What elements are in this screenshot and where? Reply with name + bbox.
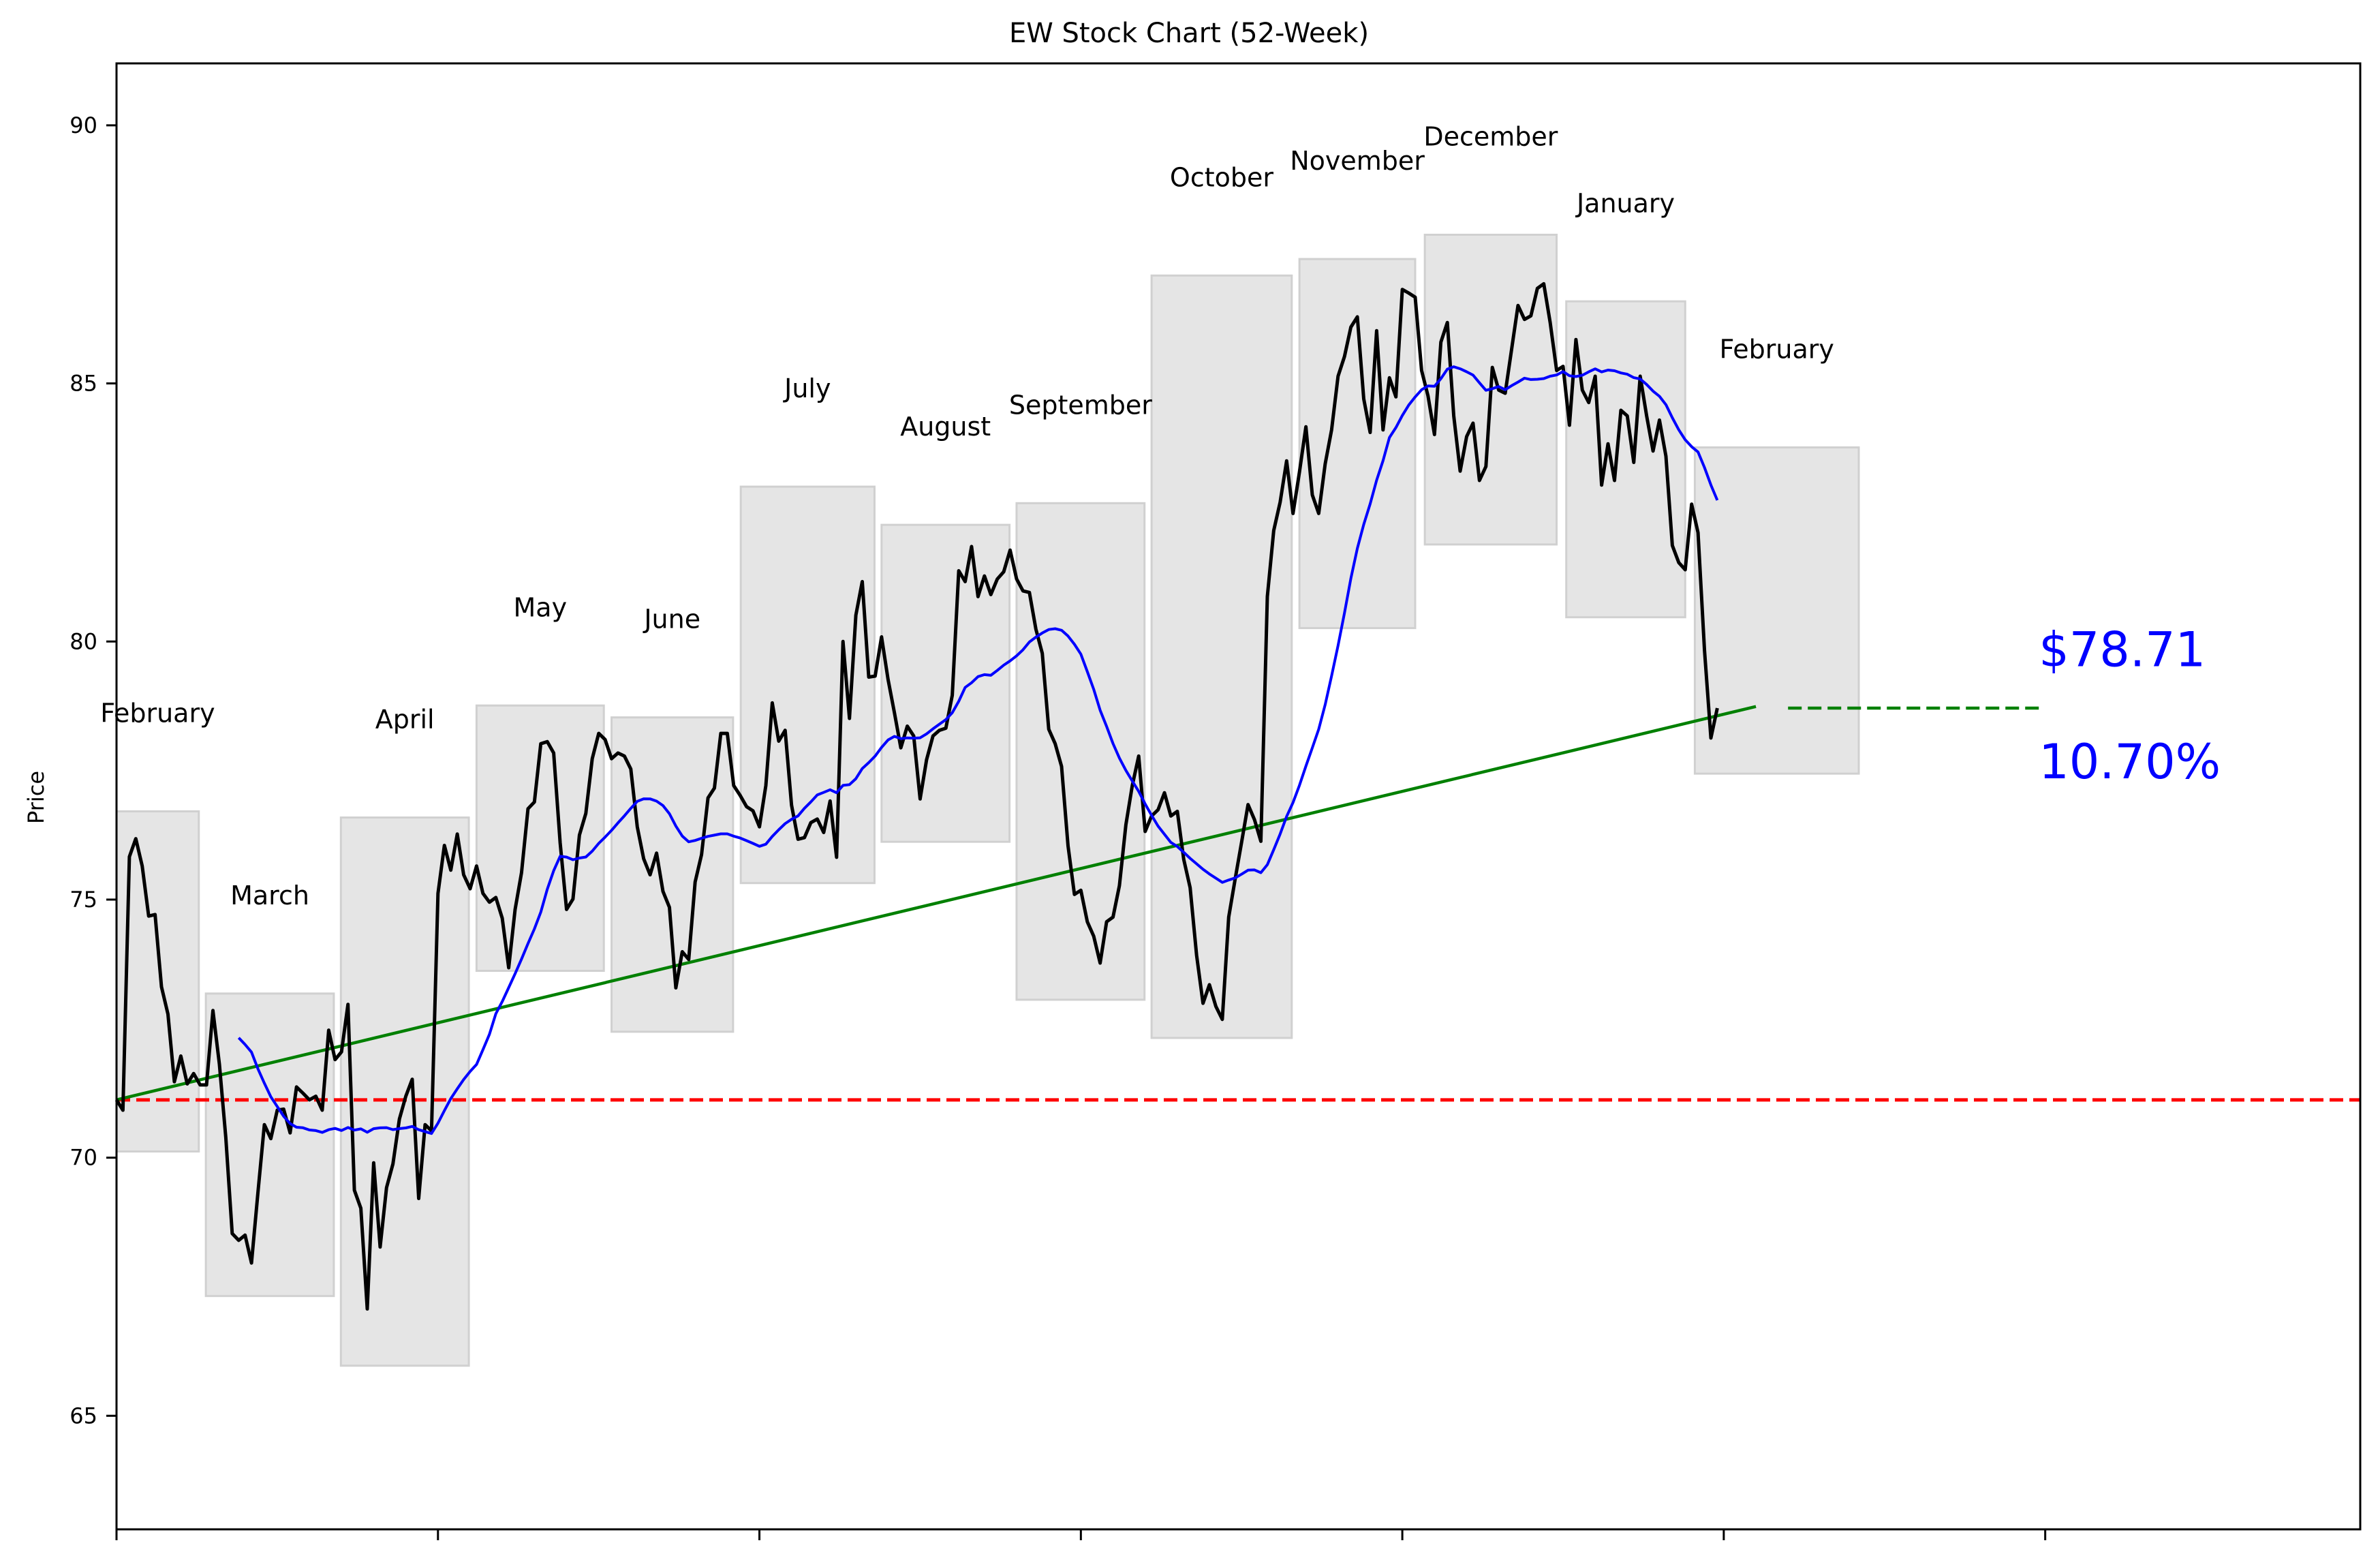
month-label: October xyxy=(1170,162,1273,192)
current-price-annotation: $78.71 xyxy=(2039,622,2206,678)
month-label: January xyxy=(1575,188,1675,218)
month-label: August xyxy=(900,412,991,442)
x-axis-ticks xyxy=(115,1529,2047,1540)
chart-title: EW Stock Chart (52-Week) xyxy=(1009,18,1369,49)
month-box xyxy=(1015,502,1146,1001)
month-box xyxy=(1693,446,1860,775)
y-tick-label: 75 xyxy=(69,887,97,913)
month-label: March xyxy=(230,881,309,911)
y-tick-label: 70 xyxy=(69,1145,97,1171)
month-box xyxy=(1150,274,1293,1039)
plot-lines xyxy=(114,281,2360,1311)
y-axis-label: Price xyxy=(23,771,49,824)
trend-line xyxy=(116,705,1757,1102)
month-box xyxy=(339,816,470,1367)
month-label: September xyxy=(1009,390,1152,420)
month-label: November xyxy=(1290,146,1425,176)
plot-frame xyxy=(115,62,2362,1531)
month-labels: February March April May June July August Septe… xyxy=(100,122,1834,911)
y-tick-label: 85 xyxy=(69,371,97,397)
annotations: $78.71 10.70% xyxy=(2039,622,2221,790)
month-label: April xyxy=(375,705,435,735)
y-axis-ticks: 65 70 75 80 85 90 xyxy=(69,112,117,1428)
month-label: December xyxy=(1423,122,1558,152)
percent-change-annotation: 10.70% xyxy=(2039,734,2221,790)
month-label: February xyxy=(100,699,215,729)
month-box xyxy=(1298,258,1417,630)
month-box xyxy=(880,523,1011,843)
month-label: July xyxy=(783,373,831,403)
moving-average-line xyxy=(237,365,1719,1135)
y-tick-label: 90 xyxy=(69,112,97,138)
month-label: May xyxy=(514,592,568,622)
y-tick-label: 80 xyxy=(69,628,97,654)
y-tick-label: 65 xyxy=(69,1403,97,1428)
month-label: June xyxy=(643,605,700,634)
month-label: February xyxy=(1720,335,1834,365)
